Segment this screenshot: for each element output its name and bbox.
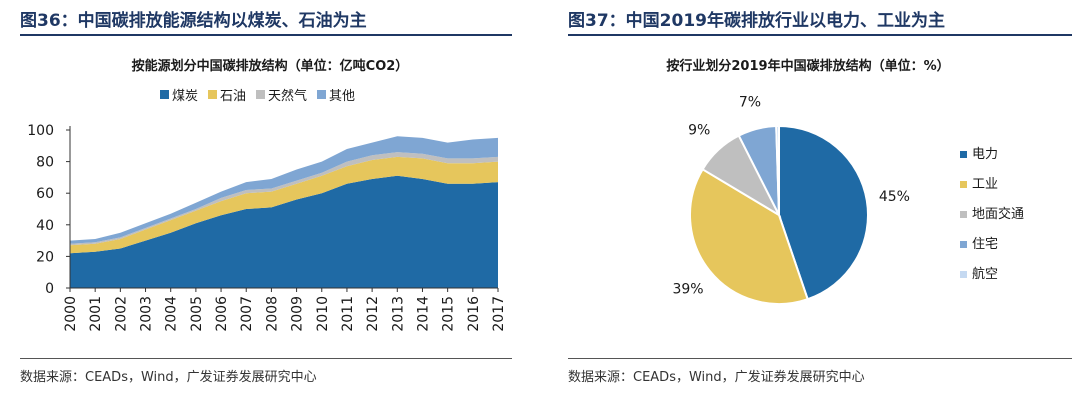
legend-swatch (208, 90, 217, 99)
y-tick-label: 0 (45, 281, 54, 297)
source-rule (20, 358, 512, 359)
pie-data-label: 7% (739, 95, 761, 111)
x-tick-label: 2012 (365, 296, 381, 332)
source-rule (568, 358, 1072, 359)
x-tick-label: 2000 (63, 296, 79, 332)
legend-swatch (960, 271, 967, 278)
legend-swatch (256, 90, 265, 99)
figure-caption: 图37：中国2019年碳排放行业以电力、工业为主 (568, 11, 945, 31)
area-series-天然气 (70, 152, 498, 246)
y-tick-label: 40 (36, 218, 54, 234)
legend-label: 其他 (329, 89, 355, 104)
source-note: 数据来源：CEADs，Wind，广发证券发展研究中心 (568, 370, 865, 385)
x-tick-label: 2010 (315, 296, 331, 332)
y-tick-label: 20 (36, 249, 54, 265)
x-tick-label: 2007 (239, 296, 255, 332)
legend-label: 住宅 (972, 237, 998, 252)
legend-label: 地面交通 (972, 206, 1024, 222)
area-series-石油 (70, 156, 498, 254)
pie-slice-电力 (778, 124, 869, 301)
area-series-其他 (70, 136, 498, 244)
area-chart: 0 20 40 60 80 100 2000 2001 2002 2003 2004 2005 2006… (27, 88, 507, 332)
caption-rule (20, 34, 512, 36)
legend-label: 石油 (220, 89, 246, 104)
x-tick-label: 2016 (466, 296, 482, 332)
x-tick-label: 2008 (264, 296, 280, 332)
legend-label: 煤炭 (172, 89, 198, 104)
x-tick-label: 2014 (415, 296, 431, 332)
y-tick-label: 100 (27, 123, 54, 139)
x-tick-label: 2002 (113, 296, 129, 332)
legend-swatch (960, 241, 967, 248)
x-tick-label: 2001 (88, 296, 104, 332)
legend-swatch (960, 211, 967, 218)
x-tick-label: 2015 (441, 296, 457, 332)
x-tick-label: 2005 (189, 296, 205, 332)
pie-data-label: 9% (688, 122, 710, 138)
legend-label: 工业 (972, 177, 998, 192)
x-tick-label: 2004 (164, 296, 180, 332)
legend-label: 电力 (972, 147, 998, 162)
chart-title: 按能源划分中国碳排放结构（单位：亿吨CO2） (131, 59, 409, 74)
left-figure-panel: 图36：中国碳排放能源结构以煤炭、石油为主 按能源划分中国碳排放结构（单位：亿吨… (0, 0, 520, 400)
pie-slice-工业 (689, 167, 809, 305)
chart-title: 按行业划分2019年中国碳排放结构（单位：%） (666, 59, 950, 74)
right-figure-panel: 图37：中国2019年碳排放行业以电力、工业为主 按行业划分2019年中国碳排放… (548, 0, 1080, 400)
x-tick-label: 2011 (340, 296, 356, 332)
pie-data-label: 39% (672, 282, 703, 298)
figure-caption: 图36：中国碳排放能源结构以煤炭、石油为主 (20, 11, 367, 31)
x-tick-label: 2017 (491, 296, 507, 332)
x-tick-label: 2013 (390, 296, 406, 332)
legend-swatch (160, 90, 169, 99)
x-tick-label: 2003 (139, 296, 155, 332)
legend-swatch (960, 151, 967, 158)
pie-data-label: 45% (879, 189, 910, 205)
legend-swatch (960, 181, 967, 188)
x-tick-label: 2006 (214, 296, 230, 332)
legend-label: 航空 (972, 266, 998, 282)
y-tick-label: 60 (36, 186, 54, 202)
legend-swatch (317, 90, 326, 99)
source-note: 数据来源：CEADs，Wind，广发证券发展研究中心 (20, 370, 317, 385)
y-tick-label: 80 (36, 155, 54, 171)
pie-slice-航空 (775, 124, 780, 216)
legend-label: 天然气 (268, 88, 307, 104)
area-series-煤炭 (70, 175, 498, 288)
caption-rule (568, 34, 1072, 36)
x-tick-label: 2009 (290, 296, 306, 332)
